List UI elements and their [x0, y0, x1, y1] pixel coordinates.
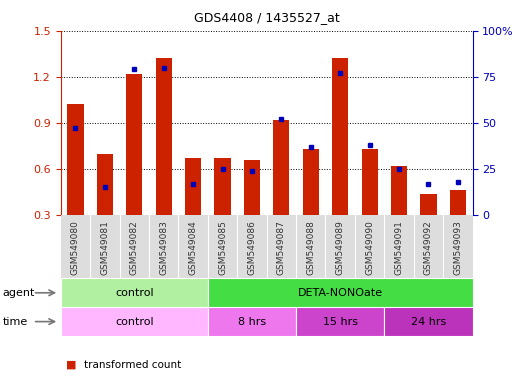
- Bar: [450, 190, 466, 215]
- Text: GSM549086: GSM549086: [248, 220, 257, 275]
- Bar: [61, 307, 208, 336]
- Text: GSM549081: GSM549081: [100, 220, 109, 275]
- Text: GSM549080: GSM549080: [71, 220, 80, 275]
- Bar: [126, 74, 143, 215]
- Text: GSM549087: GSM549087: [277, 220, 286, 275]
- Bar: [68, 104, 83, 215]
- Text: agent: agent: [3, 288, 35, 298]
- Bar: [332, 58, 348, 215]
- Text: GSM549090: GSM549090: [365, 220, 374, 275]
- Bar: [61, 278, 208, 307]
- Bar: [303, 149, 319, 215]
- Text: GDS4408 / 1435527_at: GDS4408 / 1435527_at: [194, 12, 340, 25]
- Text: control: control: [115, 288, 154, 298]
- Text: GSM549091: GSM549091: [394, 220, 403, 275]
- Text: GSM549088: GSM549088: [306, 220, 315, 275]
- Bar: [185, 158, 201, 215]
- Text: GSM549092: GSM549092: [424, 220, 433, 275]
- Text: DETA-NONOate: DETA-NONOate: [298, 288, 383, 298]
- Bar: [362, 149, 378, 215]
- Bar: [244, 160, 260, 215]
- Bar: [274, 120, 289, 215]
- Text: 15 hrs: 15 hrs: [323, 316, 357, 327]
- Bar: [97, 154, 113, 215]
- Bar: [214, 158, 231, 215]
- Bar: [208, 278, 473, 307]
- Text: time: time: [3, 316, 28, 327]
- Bar: [420, 194, 437, 215]
- Text: 8 hrs: 8 hrs: [238, 316, 266, 327]
- Bar: [384, 307, 473, 336]
- Bar: [208, 307, 296, 336]
- Bar: [156, 58, 172, 215]
- Text: GSM549089: GSM549089: [336, 220, 345, 275]
- Bar: [296, 307, 384, 336]
- Bar: [391, 166, 407, 215]
- Text: ■: ■: [66, 360, 77, 370]
- Text: transformed count: transformed count: [84, 360, 182, 370]
- Text: control: control: [115, 316, 154, 327]
- Text: GSM549083: GSM549083: [159, 220, 168, 275]
- Text: GSM549093: GSM549093: [454, 220, 463, 275]
- Text: GSM549084: GSM549084: [188, 220, 197, 275]
- Text: GSM549082: GSM549082: [130, 220, 139, 275]
- Text: GSM549085: GSM549085: [218, 220, 227, 275]
- Text: 24 hrs: 24 hrs: [411, 316, 446, 327]
